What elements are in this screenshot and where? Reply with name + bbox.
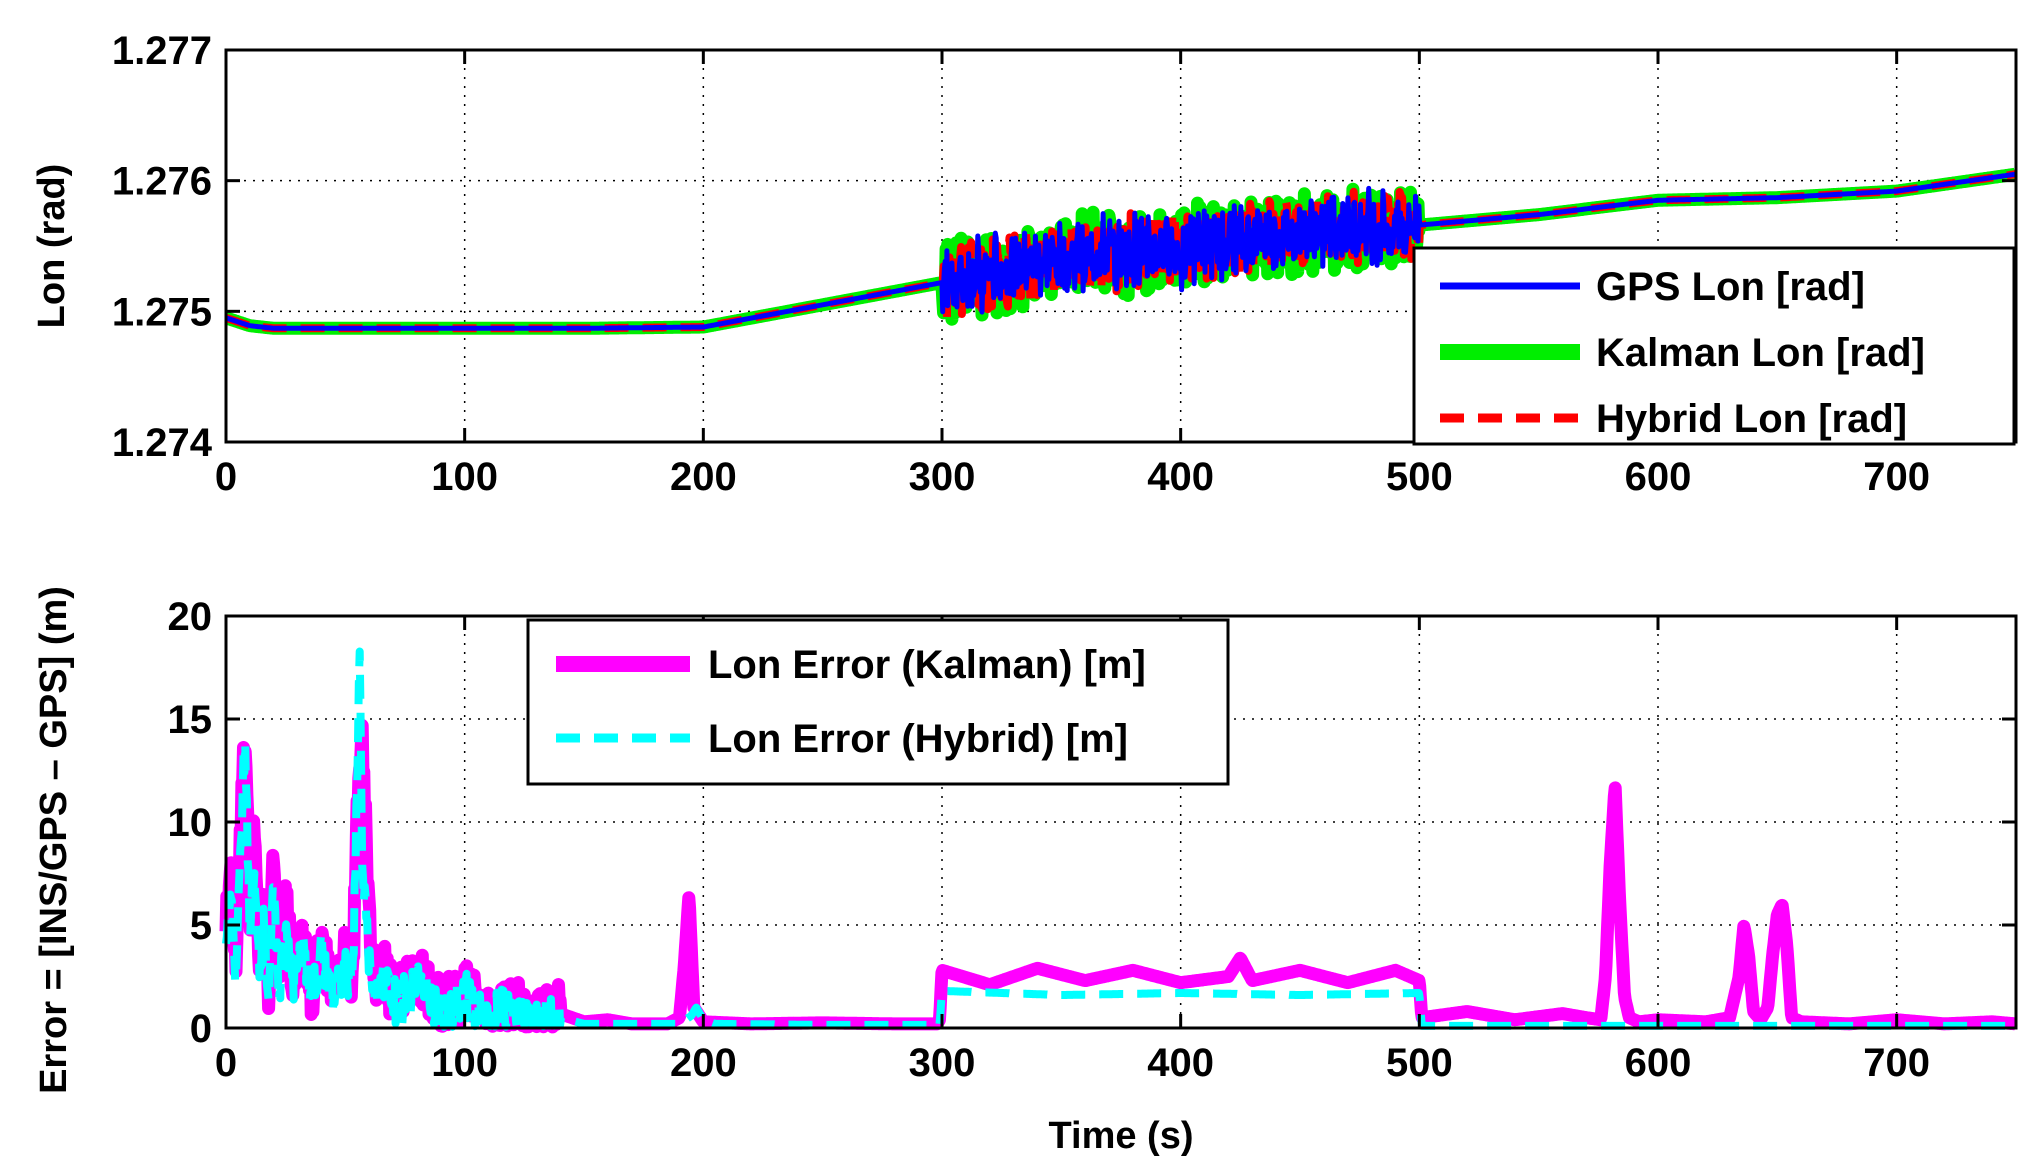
- x-tick-label: 0: [215, 455, 237, 499]
- error-xlabel: Time (s): [1048, 1115, 1193, 1157]
- series-line-lon-error-kalman-m: [219, 719, 2021, 1034]
- x-tick-label: 600: [1625, 1041, 1692, 1085]
- error-ylabel: Error = [INS/GPS – GPS] (m): [33, 586, 75, 1094]
- y-tick-label: 1.277: [112, 29, 212, 73]
- y-tick-label: 1.275: [112, 290, 212, 334]
- error-ticks: 0 100 200 300 400 500 600 700 0 5 10 15 20: [168, 595, 2016, 1085]
- error-series: [219, 647, 2021, 1034]
- y-tick-label: 10: [168, 801, 213, 845]
- x-tick-label: 100: [431, 1041, 498, 1085]
- legend-label-kalman: Kalman Lon [rad]: [1596, 331, 1925, 375]
- x-tick-label: 500: [1386, 455, 1453, 499]
- x-tick-label: 200: [670, 1041, 737, 1085]
- lon-grid: [226, 50, 2016, 442]
- lon-ylabel: Lon (rad): [31, 164, 73, 329]
- x-tick-label: 700: [1863, 1041, 1930, 1085]
- y-tick-label: 1.276: [112, 160, 212, 204]
- error-panel: 0 100 200 300 400 500 600 700 0 5 10 15 20 Error = […: [33, 586, 2021, 1157]
- x-tick-label: 700: [1863, 455, 1930, 499]
- y-tick-label: 20: [168, 595, 213, 639]
- error-legend: Lon Error (Kalman) [m] Lon Error (Hybrid…: [526, 618, 1230, 786]
- lon-ticks: 0 100 200 300 400 500 600 700 1.274 1.275 1.276 1.2…: [112, 29, 2016, 499]
- lon-axes-box: [224, 48, 2018, 444]
- x-tick-label: 0: [215, 1041, 237, 1085]
- y-tick-label: 15: [168, 698, 213, 742]
- error-grid: [226, 616, 2016, 1028]
- x-tick-label: 600: [1625, 455, 1692, 499]
- error-legend-box: [526, 618, 1230, 786]
- x-tick-label: 300: [909, 455, 976, 499]
- x-tick-label: 400: [1147, 455, 1214, 499]
- x-tick-label: 200: [670, 455, 737, 499]
- legend-label-gps: GPS Lon [rad]: [1596, 265, 1865, 309]
- series-line-gps-lon-rad: [224, 171, 2017, 331]
- y-tick-label: 1.274: [112, 421, 213, 465]
- lon-legend: GPS Lon [rad] Kalman Lon [rad] Hybrid Lo…: [1412, 246, 2016, 446]
- legend-label-err-hybrid: Lon Error (Hybrid) [m]: [708, 717, 1128, 761]
- y-tick-label: 0: [190, 1007, 212, 1051]
- x-tick-label: 400: [1147, 1041, 1214, 1085]
- lon-panel: 0 100 200 300 400 500 600 700 1.274 1.275 1.276 1.2…: [31, 29, 2021, 499]
- x-tick-label: 100: [431, 455, 498, 499]
- legend-label-err-kalman: Lon Error (Kalman) [m]: [708, 643, 1146, 687]
- legend-label-hybrid: Hybrid Lon [rad]: [1596, 397, 1907, 441]
- x-tick-label: 500: [1386, 1041, 1453, 1085]
- x-tick-label: 300: [909, 1041, 976, 1085]
- y-tick-label: 5: [190, 904, 212, 948]
- lon-series: [220, 167, 2021, 335]
- series-line-lon-error-hybrid-m: [222, 647, 2019, 1031]
